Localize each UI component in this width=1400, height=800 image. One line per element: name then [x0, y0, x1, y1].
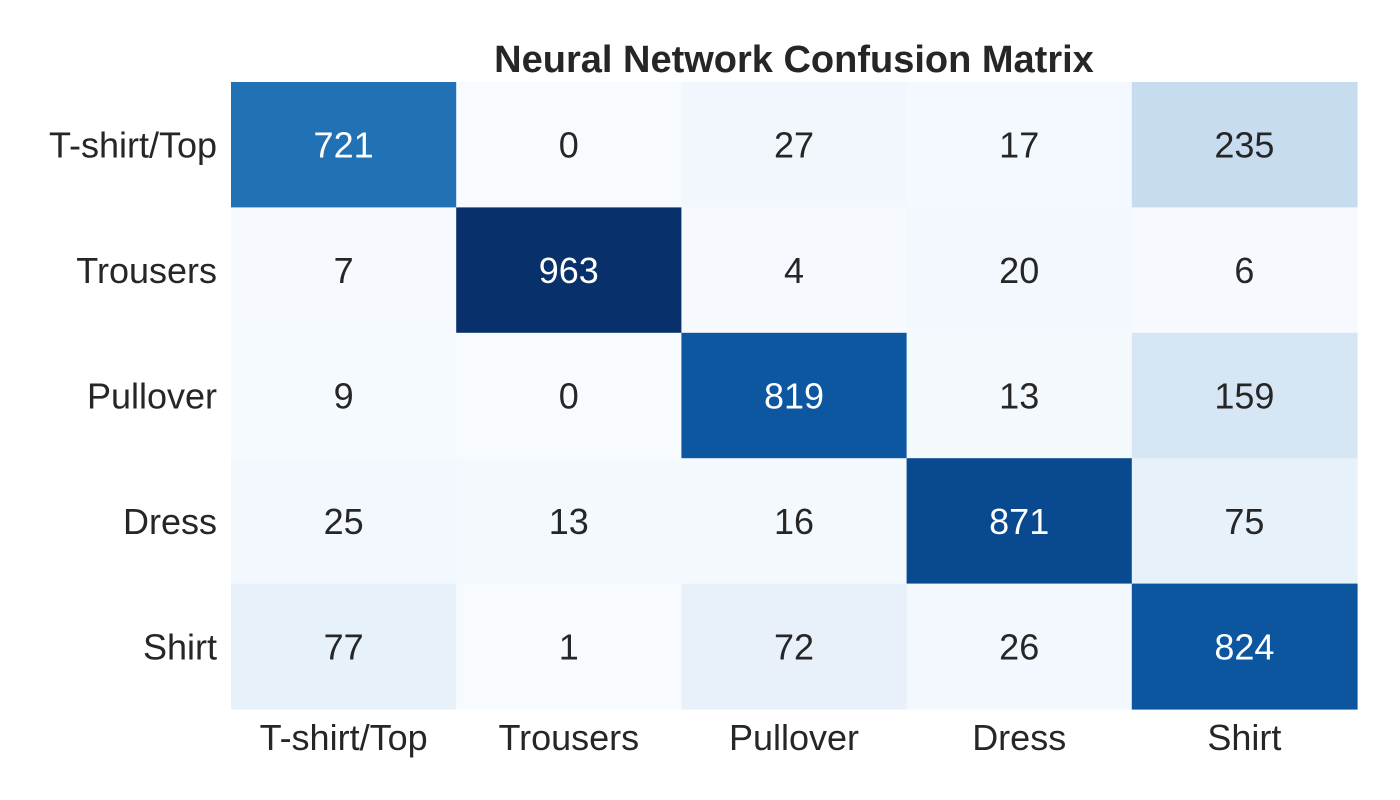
- cell-value-label: 7: [334, 250, 354, 291]
- heatmap-cell: [681, 458, 908, 585]
- x-tick-label: Shirt: [1207, 717, 1281, 758]
- cell-value-label: 824: [1214, 626, 1274, 667]
- cell-value-label: 721: [314, 125, 374, 166]
- y-tick-labels: T-shirt/Top Trousers Pullover Dress Shirt: [49, 125, 217, 668]
- x-tick-label: T-shirt/Top: [260, 717, 428, 758]
- heatmap-cell: [231, 207, 457, 334]
- heatmap-cell: [231, 332, 457, 459]
- y-tick-label: Trousers: [76, 250, 217, 291]
- heatmap-cell: [906, 583, 1133, 710]
- x-tick-label: Pullover: [729, 717, 859, 758]
- heatmap-cell: [681, 583, 908, 710]
- cell-value-label: 17: [999, 125, 1039, 166]
- heatmap-cell: [681, 207, 908, 334]
- cell-value-label: 9: [334, 376, 354, 417]
- chart-title: Neural Network Confusion Matrix: [494, 39, 1094, 81]
- cell-value-label: 871: [989, 501, 1049, 542]
- heatmap-cell: [231, 583, 457, 710]
- heatmap-cell: [456, 207, 682, 334]
- y-tick-label: Pullover: [87, 376, 217, 417]
- heatmap-cell: [681, 332, 908, 459]
- cell-value-label: 4: [784, 250, 804, 291]
- y-tick-label: Shirt: [143, 626, 217, 667]
- y-tick-label: Dress: [123, 501, 217, 542]
- cell-value-label: 159: [1214, 376, 1274, 417]
- heatmap-cell: [1131, 82, 1358, 208]
- cell-value-label: 963: [539, 250, 599, 291]
- heatmap-cell: [906, 458, 1133, 585]
- x-tick-label: Trousers: [498, 717, 639, 758]
- x-tick-label: Dress: [972, 717, 1066, 758]
- cell-value-label: 20: [999, 250, 1039, 291]
- heatmap-cell: [456, 82, 682, 208]
- cell-value-label: 0: [559, 125, 579, 166]
- cell-value-label: 77: [324, 626, 364, 667]
- cell-value-label: 6: [1234, 250, 1254, 291]
- cell-value-label: 819: [764, 376, 824, 417]
- heatmap-cell: [1131, 207, 1358, 334]
- cell-value-label: 16: [774, 501, 814, 542]
- heatmap-cell: [456, 458, 682, 585]
- cell-value-label: 13: [549, 501, 589, 542]
- cell-value-label: 1: [559, 626, 579, 667]
- cell-value-label: 13: [999, 376, 1039, 417]
- x-tick-labels: T-shirt/Top Trousers Pullover Dress Shirt: [260, 717, 1282, 758]
- heatmap-cell: [1131, 458, 1358, 585]
- cell-value-label: 26: [999, 626, 1039, 667]
- heatmap-cell: [906, 82, 1133, 208]
- cell-value-label: 75: [1224, 501, 1264, 542]
- heatmap-cell: [1131, 583, 1358, 710]
- y-tick-label: T-shirt/Top: [49, 125, 217, 166]
- heatmap-cell: [681, 82, 908, 208]
- heatmap-cell: [456, 332, 682, 459]
- heatmap-cell: [1131, 332, 1358, 459]
- heatmap-cell: [456, 583, 682, 710]
- cell-value-label: 27: [774, 125, 814, 166]
- heatmap-cell: [231, 82, 457, 208]
- cell-value-label: 0: [559, 376, 579, 417]
- cell-value-label: 235: [1214, 125, 1274, 166]
- cell-value-label: 72: [774, 626, 814, 667]
- heatmap-cell: [231, 458, 457, 585]
- heatmap-cell: [906, 332, 1133, 459]
- cell-value-label: 25: [324, 501, 364, 542]
- heatmap-cell: [906, 207, 1133, 334]
